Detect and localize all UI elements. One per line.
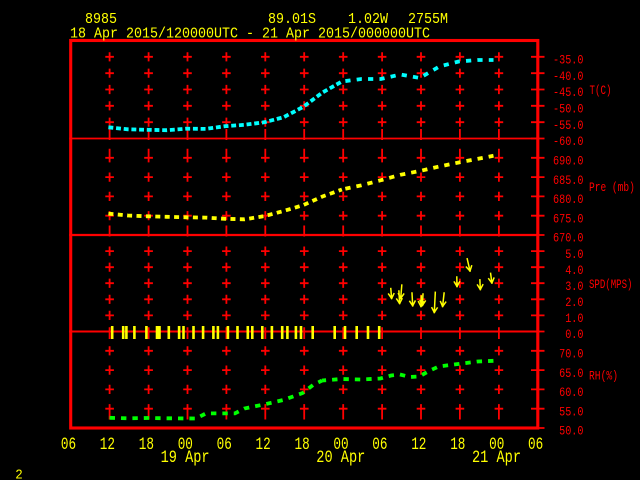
svg-text:20 Apr: 20 Apr — [316, 448, 365, 468]
svg-text:12: 12 — [411, 435, 426, 455]
svg-text:3.0: 3.0 — [565, 279, 583, 294]
svg-text:21 Apr: 21 Apr — [472, 448, 521, 468]
svg-text:18 Apr 2015/120000UTC - 21 Apr: 18 Apr 2015/120000UTC - 21 Apr 2015/0000… — [70, 26, 430, 42]
svg-text:06: 06 — [61, 435, 76, 455]
svg-text:8985: 8985 — [85, 12, 117, 28]
svg-text:Pre (mb): Pre (mb) — [589, 180, 635, 195]
svg-text:T(C): T(C) — [590, 83, 612, 98]
svg-text:06: 06 — [372, 435, 387, 455]
svg-text:-40.0: -40.0 — [553, 69, 584, 84]
svg-text:00: 00 — [178, 435, 193, 455]
svg-text:2.0: 2.0 — [565, 295, 583, 310]
svg-text:1.0: 1.0 — [565, 311, 583, 326]
svg-text:65.0: 65.0 — [559, 366, 583, 381]
svg-text:89.01S: 89.01S — [268, 12, 316, 28]
svg-text:70.0: 70.0 — [559, 347, 583, 362]
svg-text:00: 00 — [489, 435, 504, 455]
svg-text:18: 18 — [139, 435, 154, 455]
svg-text:06: 06 — [217, 435, 232, 455]
svg-text:00: 00 — [333, 435, 348, 455]
svg-text:-60.0: -60.0 — [553, 134, 584, 149]
svg-text:-45.0: -45.0 — [553, 85, 584, 100]
svg-text:19 Apr: 19 Apr — [161, 448, 210, 468]
svg-text:0.0: 0.0 — [565, 327, 583, 342]
svg-text:18: 18 — [450, 435, 465, 455]
svg-text:675.0: 675.0 — [553, 211, 584, 226]
svg-text:12: 12 — [100, 435, 115, 455]
svg-text:-55.0: -55.0 — [553, 118, 584, 133]
svg-text:4.0: 4.0 — [565, 263, 583, 278]
svg-text:-50.0: -50.0 — [553, 102, 584, 117]
svg-text:5.0: 5.0 — [565, 247, 583, 262]
svg-text:2755M: 2755M — [408, 12, 448, 28]
svg-text:50.0: 50.0 — [559, 424, 583, 439]
svg-text:1.02W: 1.02W — [348, 12, 388, 28]
svg-text:06: 06 — [528, 435, 543, 455]
svg-text:685.0: 685.0 — [553, 173, 584, 188]
svg-text:12: 12 — [256, 435, 271, 455]
svg-text:SPD(MPS): SPD(MPS) — [589, 277, 633, 292]
svg-text:55.0: 55.0 — [559, 404, 583, 419]
svg-text:RH(%): RH(%) — [589, 369, 618, 384]
svg-text:-35.0: -35.0 — [553, 53, 584, 68]
svg-text:60.0: 60.0 — [559, 385, 583, 400]
svg-text:670.0: 670.0 — [553, 231, 584, 246]
svg-text:2: 2 — [15, 467, 23, 480]
svg-text:690.0: 690.0 — [553, 154, 584, 169]
svg-text:18: 18 — [295, 435, 310, 455]
svg-text:680.0: 680.0 — [553, 192, 584, 207]
